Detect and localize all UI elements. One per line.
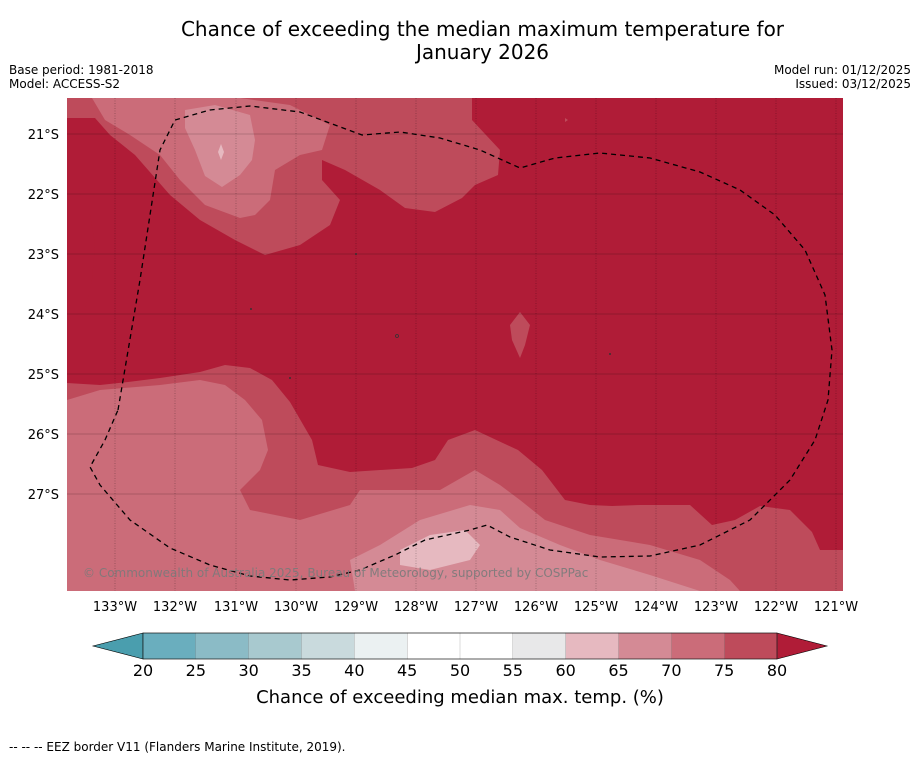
colorbar-swatch bbox=[248, 632, 302, 660]
colorbar-tick-label: 20 bbox=[133, 661, 153, 680]
colorbar-tick-label: 55 bbox=[503, 661, 523, 680]
contour-60-65-south bbox=[400, 530, 480, 570]
colorbar-tick-label: 70 bbox=[661, 661, 681, 680]
lon-label: 122°W bbox=[754, 600, 798, 615]
contour-65-70-south bbox=[350, 505, 700, 591]
lat-label: 22°S bbox=[28, 188, 59, 203]
title-line-2: January 2026 bbox=[415, 40, 550, 64]
lon-label: 121°W bbox=[814, 600, 858, 615]
colorbar-tick-label: 35 bbox=[291, 661, 311, 680]
eez-border bbox=[89, 105, 833, 581]
lon-label: 132°W bbox=[153, 600, 197, 615]
colorbar-swatch bbox=[354, 632, 408, 660]
colorbar-tick-label: 60 bbox=[555, 661, 575, 680]
colorbar-swatch bbox=[671, 632, 725, 660]
lon-label: 123°W bbox=[694, 600, 738, 615]
colorbar-swatch bbox=[565, 632, 619, 660]
meridian-lines bbox=[114, 98, 837, 591]
latitude-labels: 21°S 22°S 23°S 24°S 25°S 26°S 27°S bbox=[28, 128, 59, 503]
colorbar-tick-label: 30 bbox=[238, 661, 258, 680]
colorbar-tick-label: 50 bbox=[450, 661, 470, 680]
lon-label: 126°W bbox=[514, 600, 558, 615]
lat-label: 26°S bbox=[28, 428, 59, 443]
copyright-notice: © Commonwealth of Australia 2025, Bureau… bbox=[83, 566, 588, 580]
contour-75-80-patch bbox=[565, 118, 568, 122]
colorbar-swatch bbox=[407, 632, 461, 660]
issued-date: Issued: 03/12/2025 bbox=[795, 77, 911, 91]
metadata-right: Model run: 01/12/2025 Issued: 03/12/2025 bbox=[774, 63, 911, 91]
lon-label: 127°W bbox=[454, 600, 498, 615]
lat-label: 23°S bbox=[28, 248, 59, 263]
probability-contours bbox=[67, 98, 843, 591]
model-run: Model run: 01/12/2025 bbox=[773, 63, 911, 77]
lon-label: 128°W bbox=[394, 600, 438, 615]
longitude-labels: 133°W 132°W 131°W 130°W 129°W 128°W 127°… bbox=[93, 600, 858, 615]
colorbar-label: Chance of exceeding median max. temp. (%… bbox=[256, 687, 664, 708]
colorbar: 20 25 30 35 40 45 50 55 60 65 70 75 80 Chance of exc… bbox=[91, 632, 829, 708]
map-gridlines bbox=[67, 133, 843, 495]
contour-75-80-island bbox=[510, 312, 530, 358]
model-name: Model: ACCESS-S2 bbox=[9, 77, 121, 91]
contour-60-65-north bbox=[218, 144, 224, 160]
lon-label: 129°W bbox=[334, 600, 378, 615]
islands bbox=[249, 252, 612, 379]
colorbar-over-arrow bbox=[776, 632, 829, 660]
metadata-left: Base period: 1981-2018 Model: ACCESS-S2 bbox=[9, 63, 154, 91]
colorbar-tick-label: 25 bbox=[186, 661, 206, 680]
colorbar-swatch bbox=[301, 632, 355, 660]
colorbar-ticks: 20 25 30 35 40 45 50 55 60 65 70 75 80 bbox=[133, 661, 787, 680]
colorbar-swatch bbox=[618, 632, 672, 660]
colorbar-tick-label: 80 bbox=[767, 661, 787, 680]
colorbar-tick-label: 65 bbox=[608, 661, 628, 680]
lon-label: 125°W bbox=[574, 600, 618, 615]
lon-label: 131°W bbox=[214, 600, 258, 615]
colorbar-under-arrow bbox=[91, 632, 144, 660]
colorbar-swatches bbox=[142, 632, 778, 660]
lat-label: 21°S bbox=[28, 128, 59, 143]
colorbar-tick-label: 40 bbox=[344, 661, 364, 680]
lon-label: 130°W bbox=[274, 600, 318, 615]
colorbar-swatch bbox=[142, 632, 197, 660]
colorbar-swatch bbox=[195, 632, 250, 660]
colorbar-tick-label: 75 bbox=[714, 661, 734, 680]
colorbar-swatch bbox=[512, 632, 567, 660]
lat-label: 25°S bbox=[28, 368, 59, 383]
map-title: Chance of exceeding the median maximum t… bbox=[0, 18, 919, 64]
eez-legend-note: -- -- -- EEZ border V11 (Flanders Marine… bbox=[9, 740, 346, 754]
colorbar-frame bbox=[142, 632, 778, 660]
title-line-1: Chance of exceeding the median maximum t… bbox=[180, 17, 785, 41]
lat-label: 24°S bbox=[28, 308, 59, 323]
base-period: Base period: 1981-2018 bbox=[9, 63, 154, 77]
contour-65-70-north bbox=[185, 105, 255, 187]
lon-label: 124°W bbox=[634, 600, 678, 615]
contour-70-75-south bbox=[67, 380, 740, 591]
colorbar-tick-label: 45 bbox=[397, 661, 417, 680]
colorbar-swatch bbox=[724, 632, 778, 660]
contour-over-80-west bbox=[67, 170, 95, 320]
lat-label: 27°S bbox=[28, 488, 59, 503]
colorbar-swatch bbox=[459, 632, 514, 660]
lon-label: 133°W bbox=[93, 600, 137, 615]
contour-over-80 bbox=[67, 98, 843, 550]
